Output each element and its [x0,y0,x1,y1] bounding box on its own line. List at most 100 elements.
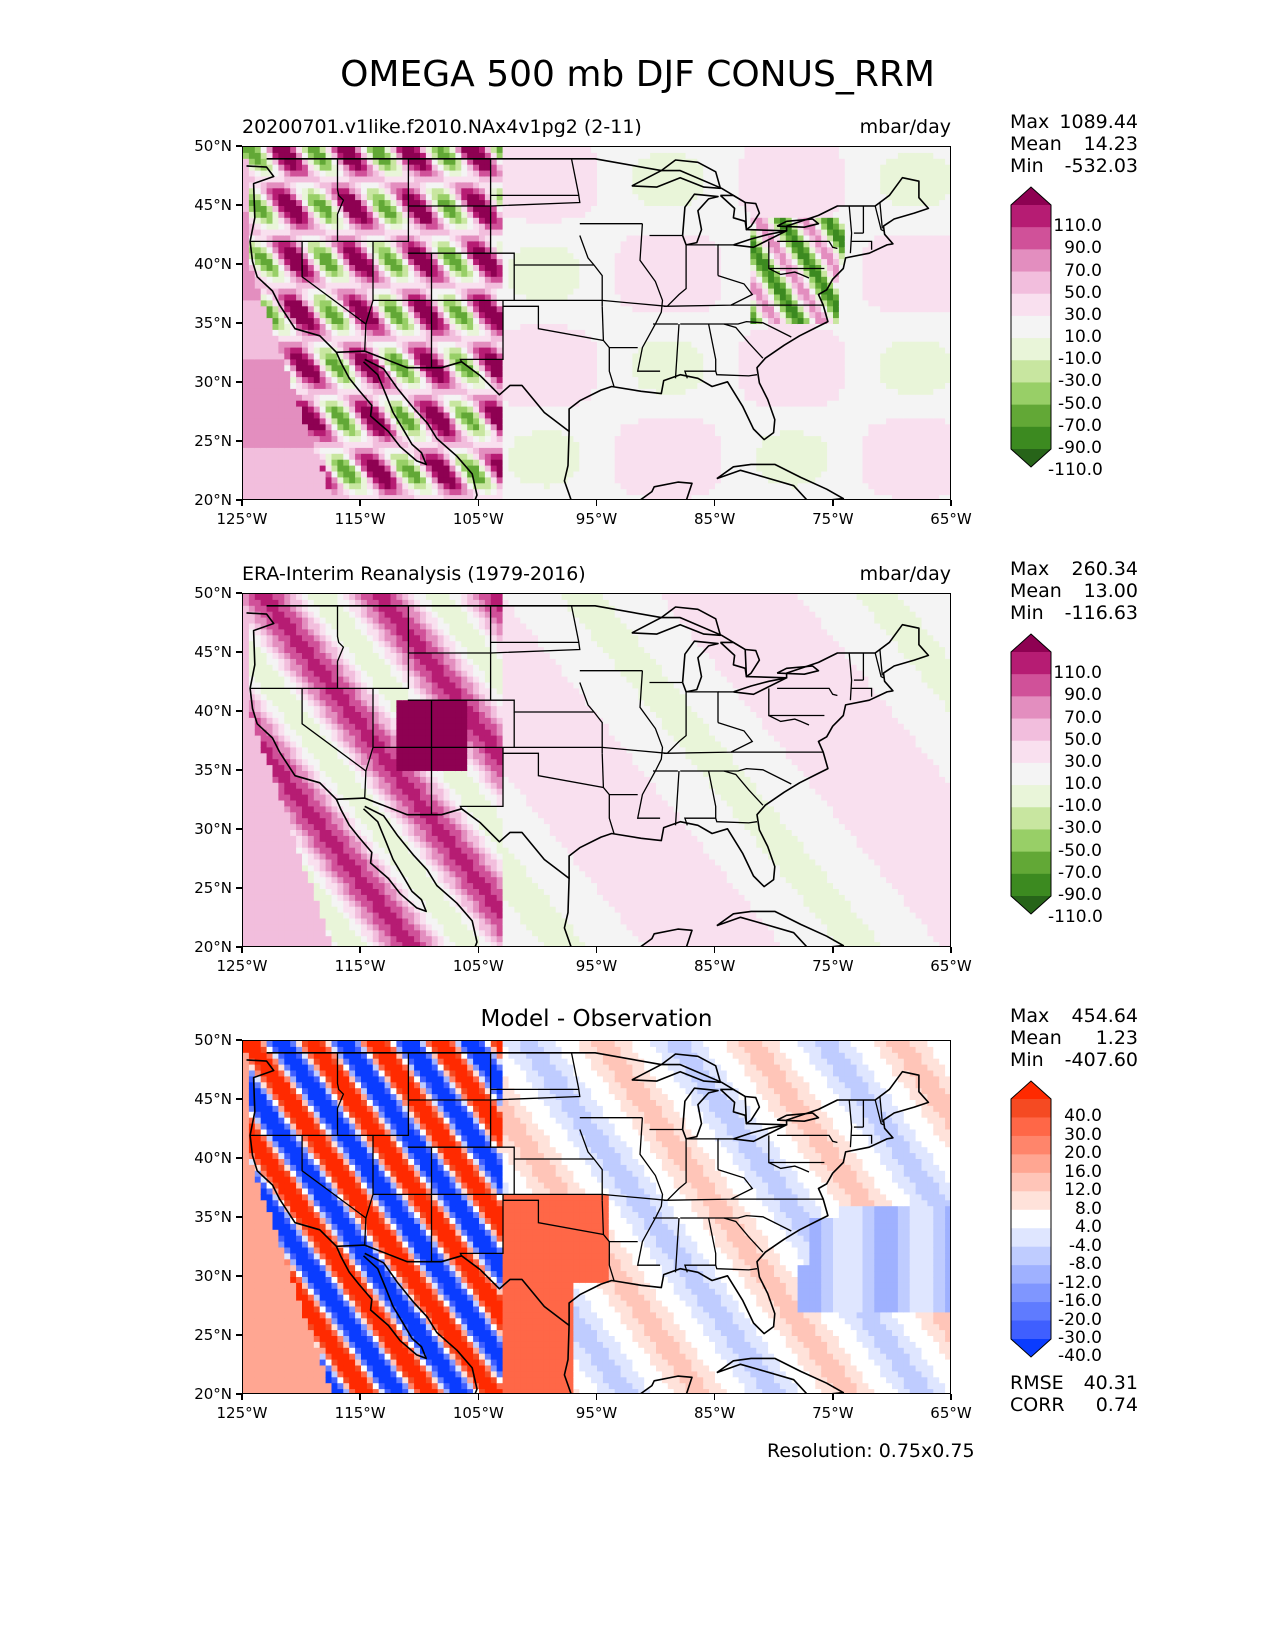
state-border [373,299,668,307]
colorbar-min-extend [1011,449,1051,467]
state-border [874,1099,884,1126]
state-border [250,605,410,690]
state-border [336,605,345,689]
cuba-coast [716,910,845,946]
lat-tick [236,499,242,501]
stat-value: 40.31 [1084,1372,1138,1394]
stat-value: 0.74 [1096,1394,1138,1416]
error-stats: RMSE 40.31 CORR 0.74 [1010,1372,1138,1416]
colorbar-outline [1010,633,1052,915]
lat-label: 30°N [184,373,232,391]
stat-label: CORR [1010,1394,1065,1416]
lon-label: 65°W [916,1404,986,1422]
stat-row: Min -532.03 [1010,155,1138,177]
stat-label: Mean [1010,133,1062,155]
state-border [503,1199,615,1281]
great-lake [681,640,719,693]
state-border [336,158,345,242]
stat-value: -532.03 [1065,155,1138,177]
lat-tick [236,204,242,206]
state-border [680,767,792,785]
state-border [407,252,594,266]
colorbar-outline [1010,186,1052,468]
great-lake [719,641,761,678]
lat-tick [236,887,242,889]
colorbar-label: -40.0 [1048,1348,1102,1365]
colorbar-label: 8.0 [1048,1200,1102,1218]
panel-stats: Max 454.64 Mean 1.23 Min -407.60 [1010,1005,1138,1071]
colorbar-label: -90.0 [1048,887,1102,904]
colorbar-segment [1011,762,1051,786]
lon-label: 115°W [325,1404,395,1422]
state-borders [250,158,890,387]
lat-tick [236,769,242,771]
stat-row: Mean 14.23 [1010,133,1138,155]
colorbar-label: 50.0 [1048,284,1102,302]
state-border [879,194,890,229]
mexico-gulf-coast [563,878,572,946]
lat-tick [236,322,242,324]
state-border [777,1134,838,1144]
lon-tick [241,947,243,953]
resolution-note: Resolution: 0.75x0.75 [767,1440,975,1462]
lat-label: 30°N [184,1267,232,1285]
baja-coast [335,1245,427,1360]
mexico-pacific-coast [364,1252,478,1393]
panel-units: mbar/day [751,116,951,138]
colorbar-min-extend [1011,1339,1051,1357]
lon-tick [477,1394,480,1400]
state-border [674,770,680,826]
lon-tick [713,500,716,506]
colorbar-wrap [1010,186,1052,472]
state-border [777,687,838,697]
colorbar-label: -50.0 [1048,842,1102,860]
state-border [601,1200,605,1235]
stat-value: 1.23 [1096,1027,1138,1049]
lon-label: 85°W [680,1404,750,1422]
colorbar-label: -30.0 [1048,373,1102,390]
lon-label: 115°W [325,957,395,975]
stat-row: Min -116.63 [1010,602,1138,624]
state-border [459,1194,504,1257]
stat-label: Min [1010,1049,1044,1071]
colorbar-segment [1011,1099,1051,1118]
lon-label: 75°W [798,957,868,975]
colorbar-label: 10.0 [1048,329,1102,346]
panel-title: 20200701.v1like.f2010.NAx4v1pg2 (2-11) [242,116,642,138]
yucatan-coast [640,1375,693,1393]
great-lake [631,606,722,637]
map-plot [242,1040,951,1394]
stat-row: CORR 0.74 [1010,1394,1138,1416]
colorbar-max-extend [1011,187,1051,205]
lon-tick [832,1394,834,1400]
colorbar-label: -110.0 [1048,462,1103,479]
stat-row: Mean 13.00 [1010,580,1138,602]
map-plot [242,593,951,947]
state-border [768,1161,810,1173]
lon-tick [595,947,598,953]
coastlines [246,158,930,499]
state-border [373,1193,668,1201]
stat-row: Max 454.64 [1010,1005,1138,1027]
lon-tick [477,500,480,506]
yucatan-coast [640,481,693,499]
colorbar-label: 30.0 [1048,306,1102,324]
mexico-gulf-coast [563,431,572,499]
panel-stats: Max 260.34 Mean 13.00 Min -116.63 [1010,558,1138,624]
colorbar-label: 70.0 [1048,709,1102,727]
coastlines [246,605,930,946]
great-lake [776,665,820,675]
great-lake [733,230,788,249]
lat-tick [236,1275,242,1277]
state-border [301,688,367,772]
lat-tick [236,592,242,594]
state-border [768,714,810,726]
state-border [250,1052,410,1137]
stat-value: 260.34 [1072,558,1138,580]
stat-row: Max 1089.44 [1010,111,1138,133]
panel-stats: Max 1089.44 Mean 14.23 Min -532.03 [1010,111,1138,177]
colorbar [1010,633,1052,915]
colorbar-segment [1011,1283,1051,1303]
baja-coast [335,798,427,913]
lat-tick [236,1216,242,1218]
